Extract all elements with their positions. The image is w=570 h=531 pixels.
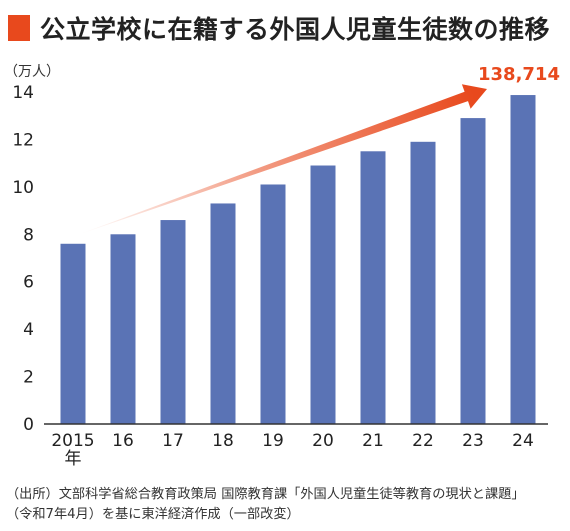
x-tick-label: 20 xyxy=(312,431,334,451)
bar-21 xyxy=(360,151,386,425)
bar-22 xyxy=(410,141,436,425)
x-tick-label: 17 xyxy=(162,431,184,451)
x-axis-unit-label: 年 xyxy=(65,449,82,469)
y-tick-label: 10 xyxy=(12,178,34,198)
x-tick-label: 24 xyxy=(512,431,534,451)
y-tick-label: 4 xyxy=(23,320,34,340)
x-tick-label: 2015 xyxy=(51,431,94,451)
y-tick-label: 2 xyxy=(23,368,34,388)
annotation-value-label: 138,714 xyxy=(478,64,560,85)
bar-18 xyxy=(210,203,236,424)
x-tick-label: 22 xyxy=(412,431,434,451)
bar-17 xyxy=(160,220,186,424)
trend-arrow xyxy=(75,84,487,236)
title-text: 公立学校に在籍する外国人児童生徒数の推移 xyxy=(40,15,551,44)
y-axis-unit-label: （万人） xyxy=(4,64,60,80)
bar-20 xyxy=(310,165,336,424)
y-tick-label: 12 xyxy=(12,130,34,150)
bar-24 xyxy=(510,95,536,425)
x-tick-label: 18 xyxy=(212,431,234,451)
bar-16 xyxy=(110,234,136,424)
x-tick-label: 16 xyxy=(112,431,134,451)
x-tick-label: 19 xyxy=(262,431,284,451)
source-note-line1: （出所）文部科学省総合教育政策局 国際教育課「外国人児童生徒等教育の現状と課題」 xyxy=(6,487,525,502)
y-tick-label: 8 xyxy=(23,225,34,245)
y-tick-label: 14 xyxy=(12,83,34,103)
trend-arrow-shape xyxy=(75,84,487,236)
title-marker xyxy=(8,15,30,41)
x-tick-label: 21 xyxy=(362,431,384,451)
y-tick-label: 0 xyxy=(23,415,34,435)
source-note-line2: （令和7年4月）を基に東洋経済作成（一部改変） xyxy=(6,507,300,522)
bar-19 xyxy=(260,184,286,424)
chart-title: 公立学校に在籍する外国人児童生徒数の推移 xyxy=(8,8,550,48)
bar-23 xyxy=(460,118,486,424)
x-tick-label: 23 xyxy=(462,431,484,451)
y-tick-label: 6 xyxy=(23,273,34,293)
bar-2015 xyxy=(60,243,86,424)
